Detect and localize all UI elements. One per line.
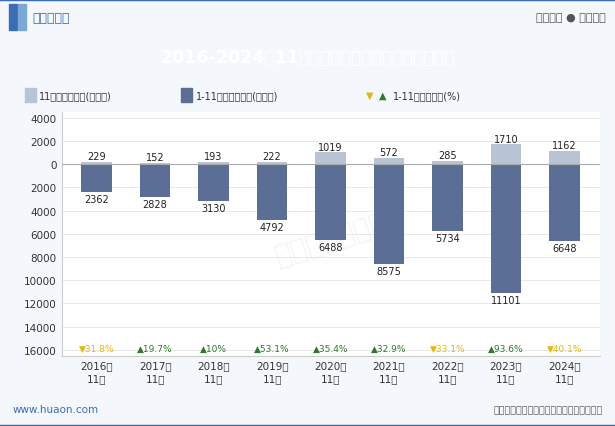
Bar [181,89,192,103]
Text: 152: 152 [146,152,164,162]
Bar [140,163,170,165]
Bar [374,165,404,264]
Bar [374,158,404,165]
Text: 285: 285 [438,151,457,161]
Bar [81,165,112,192]
Text: ▼: ▼ [366,91,373,101]
Text: 572: 572 [379,147,399,157]
Text: 华经情报网: 华经情报网 [32,12,69,25]
Text: 8575: 8575 [376,266,402,276]
Text: 专业严谨 ● 客观科学: 专业严谨 ● 客观科学 [536,13,606,23]
Text: 2016-2024年11月甘肃省外商投资企业进出口总额: 2016-2024年11月甘肃省外商投资企业进出口总额 [161,49,454,66]
Text: 229: 229 [87,151,106,161]
Text: 11月进出口总额(万美元): 11月进出口总额(万美元) [39,91,112,101]
Text: ▲32.9%: ▲32.9% [371,344,407,353]
Text: 1710: 1710 [494,134,518,144]
Text: 5734: 5734 [435,233,460,243]
Bar [491,145,522,165]
Bar [199,165,229,201]
Text: 6488: 6488 [319,242,343,252]
Bar [25,89,36,103]
Bar [257,162,287,165]
Bar [81,162,112,165]
Text: 2362: 2362 [84,194,109,204]
Text: www.huaon.com: www.huaon.com [12,404,98,414]
Bar [199,163,229,165]
Text: 3130: 3130 [201,203,226,213]
Text: 2828: 2828 [143,200,167,210]
Bar [9,6,17,31]
Text: 数据来源：中国海关；华经产业研究院整理: 数据来源：中国海关；华经产业研究院整理 [493,405,603,414]
Text: 222: 222 [263,152,282,161]
Bar [257,165,287,220]
Text: 11101: 11101 [491,295,522,305]
Text: 1-11月进出口总额(万美元): 1-11月进出口总额(万美元) [196,91,279,101]
Bar [549,165,580,242]
Text: 1-11月同比增速(%): 1-11月同比增速(%) [393,91,461,101]
Bar [549,152,580,165]
Bar [432,165,462,231]
Bar [315,165,346,240]
Text: 4792: 4792 [260,222,285,233]
Bar [18,6,26,31]
Text: ▲19.7%: ▲19.7% [137,344,173,353]
Bar [432,161,462,165]
Text: 6648: 6648 [552,244,577,254]
Text: 1019: 1019 [319,142,343,152]
Text: ▲93.6%: ▲93.6% [488,344,524,353]
Bar [491,165,522,293]
Text: ▲10%: ▲10% [200,344,227,353]
Bar [315,153,346,165]
Bar [140,165,170,198]
Text: ▲53.1%: ▲53.1% [254,344,290,353]
Text: 193: 193 [204,152,223,162]
Text: ▲: ▲ [379,91,387,101]
Text: ▼33.1%: ▼33.1% [430,344,466,353]
Text: 1162: 1162 [552,141,577,150]
Text: ▼40.1%: ▼40.1% [547,344,582,353]
Text: ▲35.4%: ▲35.4% [313,344,348,353]
Text: 华经产业研究院: 华经产业研究院 [271,208,391,271]
Text: ▼31.8%: ▼31.8% [79,344,114,353]
